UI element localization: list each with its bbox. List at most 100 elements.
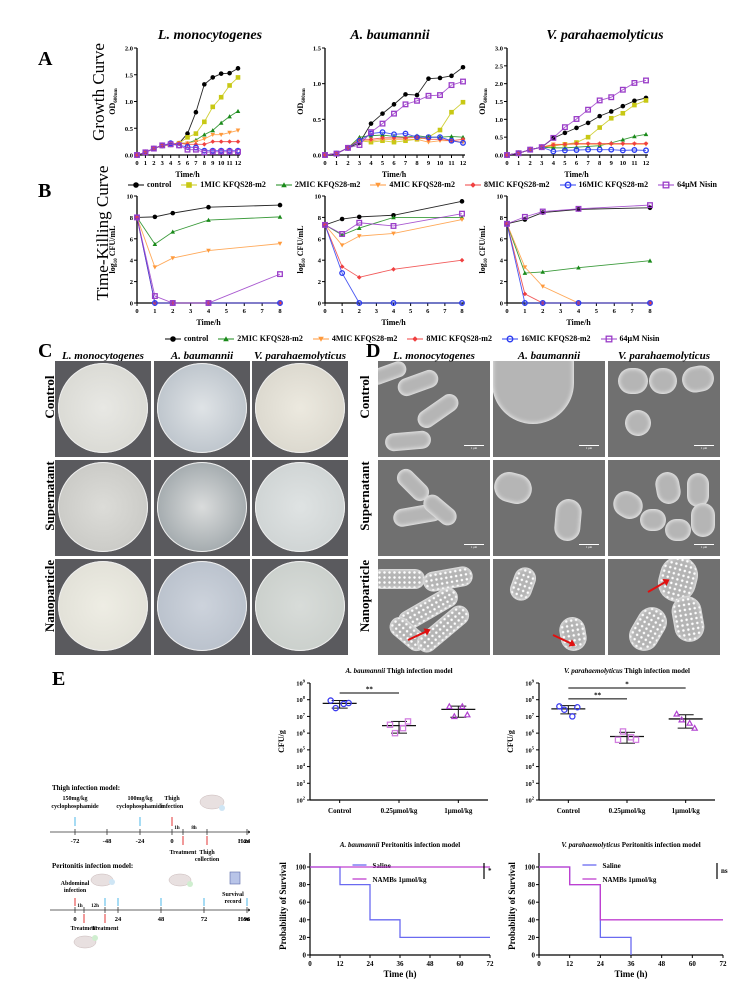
y-tick-label: 1.0 (313, 81, 321, 88)
data-point (459, 300, 465, 306)
timeline-tick-label: -24 (136, 838, 145, 845)
group-0 (322, 697, 357, 712)
data-point (202, 132, 207, 137)
legend-label: 2MIC KFQS28-m2 (294, 180, 361, 189)
legend-a: control 1MIC KFQS28-m2 2MIC KFQS28-m2 4MIC … (128, 180, 717, 189)
data-point (632, 98, 637, 104)
data-point (574, 125, 579, 131)
y-tick-label: 2.5 (495, 63, 504, 70)
data-point (562, 142, 568, 147)
timeline-tick-label: 0 (170, 838, 173, 845)
y-tick-label: 10 (315, 194, 322, 201)
data-point (235, 148, 241, 155)
y-tick-label: 2 (130, 279, 133, 286)
data-point (459, 210, 465, 217)
y-tick-label: 0.0 (313, 153, 321, 160)
interval-label: 1h (77, 904, 83, 909)
x-tick-label: 2 (541, 308, 544, 315)
x-tick-label: 7 (194, 160, 198, 167)
timeline-tick-label: 24 (244, 838, 250, 845)
legend-a-item: 4MIC KFQS28-m2 (370, 180, 455, 189)
c-col-title-2: V. parahaemolyticus (253, 350, 347, 362)
series-8mic-kfqs28-m2 (134, 215, 283, 306)
data-point (647, 258, 653, 263)
chart-a1: 0.00.51.01.52.00 1 2 3 4 5 6 7 8 9 10 11 12Time/hOD6… (108, 46, 241, 180)
survival-curve-saline (310, 866, 490, 939)
data-point (151, 300, 158, 306)
y-tick-label: 1.0 (125, 99, 133, 106)
chart-b2: 0 2 4 6 8 10 0 1 2 3 4 5 6 7 8 Time/h log10 CFU/mL (296, 194, 465, 327)
x-tick-label: 1 (153, 308, 156, 315)
sem-image-2-2 (608, 559, 720, 655)
sem-image-0-1: 1 μm (493, 361, 605, 457)
data-point (218, 120, 224, 125)
data-point (227, 130, 232, 135)
diamond-marker-icon (464, 181, 481, 188)
data-point (391, 131, 397, 138)
data-point (691, 724, 699, 731)
x-tick-label: 2 (346, 160, 349, 167)
data-point (192, 146, 199, 153)
y-tick-label: 104 (296, 762, 306, 771)
data-point (170, 256, 176, 261)
y-axis-label: OD600nm (478, 87, 489, 114)
data-point (414, 134, 420, 141)
x-tick-label: 6 (392, 160, 396, 167)
legend-label: 1MIC KFQS28-m2 (200, 180, 266, 189)
x-tick-label: 4 (577, 308, 581, 315)
data-point (356, 275, 362, 280)
legend-a-item: 8MIC KFQS28-m2 (464, 180, 550, 189)
x-tick-label: 1 (335, 160, 338, 167)
legend-label: Saline (373, 862, 391, 870)
x-tick-label: 6 (243, 308, 247, 315)
data-point (368, 121, 374, 126)
data-point (460, 64, 466, 70)
data-point (152, 214, 158, 220)
panel-letter-a: A (38, 48, 53, 70)
data-point (647, 300, 653, 306)
x-tick-label: 1 (517, 160, 520, 167)
data-point (562, 130, 568, 136)
chart-b3: 0 2 4 6 8 10 0 1 2 3 4 5 6 7 8 Time/h log10 CFU/mL (478, 194, 653, 327)
data-point (632, 141, 637, 146)
series-line (136, 143, 238, 156)
data-point (201, 149, 208, 156)
data-point (356, 219, 363, 226)
data-point (391, 266, 396, 272)
legend-label: 16MIC KFQS28-m2 (520, 334, 591, 343)
bacterium-cell (619, 369, 647, 393)
event-label: Survival (222, 892, 244, 898)
x-tick-label: 7 (631, 308, 635, 315)
event-label: cyclophosphamide (51, 804, 99, 810)
chart-a2: 0.00.51.01.50 1 2 3 4 5 6 7 8 9 10 11 12Time/hOD600n… (296, 46, 466, 180)
panel-letter-e: E (52, 668, 66, 690)
circle-open-marker-icon (559, 181, 576, 188)
timeline-tick-label: 96 (244, 916, 250, 923)
y-tick-label: 106 (296, 729, 306, 738)
x-axis-label: Time/h (382, 170, 407, 179)
data-point (596, 97, 603, 104)
bacterium-cell (422, 565, 474, 593)
data-point (585, 134, 591, 140)
significance-label: ns (721, 867, 728, 875)
data-point (210, 132, 216, 137)
data-point (277, 202, 283, 208)
data-point (426, 76, 431, 81)
y-tick-label: 102 (296, 796, 306, 805)
x-tick-label: 3 (358, 160, 362, 167)
data-point (380, 135, 385, 141)
x-tick-label: 8 (278, 308, 282, 315)
event-label: Thigh (164, 796, 180, 802)
data-point (159, 142, 166, 149)
triangle-down-marker-icon (370, 182, 387, 188)
data-point (390, 223, 397, 229)
chart-e4: V. parahaemolyticus Peritonitis infectio… (507, 841, 728, 979)
event-label: Treatment (170, 850, 197, 856)
data-point (620, 110, 626, 116)
y-tick-label: 0.0 (125, 153, 133, 160)
timeline-tick-label: 0 (73, 916, 76, 923)
data-point (205, 300, 212, 306)
x-tick-label: 1μmol/kg (672, 807, 701, 815)
data-point (185, 131, 190, 136)
y-tick-label: 0 (130, 301, 133, 308)
